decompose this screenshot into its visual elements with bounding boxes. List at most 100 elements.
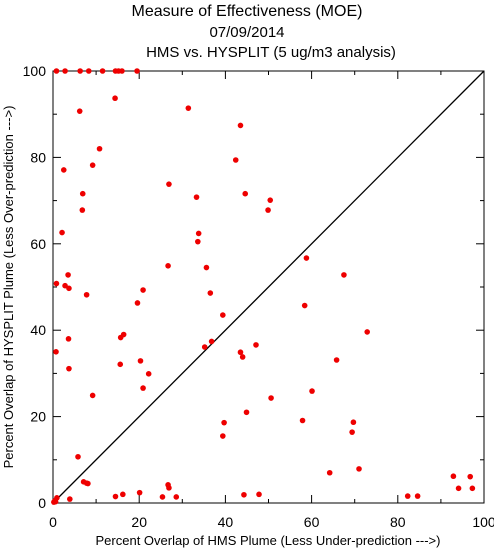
- x-tick-label: 60: [304, 514, 320, 530]
- data-point: [136, 489, 143, 496]
- data-point: [119, 68, 125, 74]
- y-tick-label: 100: [23, 63, 47, 79]
- data-point: [239, 354, 246, 360]
- data-point: [349, 429, 355, 435]
- data-point: [134, 68, 140, 74]
- data-point: [341, 272, 347, 278]
- data-point: [96, 145, 103, 152]
- data-point: [469, 485, 476, 492]
- data-point: [195, 230, 202, 237]
- data-point: [267, 197, 274, 203]
- axis-ticks: [52, 70, 485, 504]
- data-point: [79, 190, 86, 197]
- data-point: [301, 302, 308, 309]
- data-point: [242, 190, 249, 197]
- data-point: [333, 357, 340, 363]
- data-point: [193, 194, 200, 200]
- y-tick-label: 40: [30, 322, 46, 338]
- x-tick-label: 100: [472, 514, 494, 530]
- data-point: [99, 68, 106, 74]
- data-point: [52, 498, 59, 505]
- data-point: [53, 349, 59, 355]
- y-tick-label: 60: [30, 236, 46, 252]
- data-point: [67, 496, 73, 502]
- data-point: [53, 68, 60, 74]
- data-point: [299, 417, 306, 424]
- data-point: [65, 336, 72, 342]
- data-point: [166, 181, 172, 187]
- chart-subtitle: HMS vs. HYSPLIT (5 ug/m3 analysis): [146, 44, 396, 61]
- y-tick-label: 20: [30, 409, 46, 425]
- data-point: [83, 291, 90, 298]
- data-point: [112, 95, 118, 102]
- data-point: [243, 409, 250, 416]
- data-point: [85, 480, 91, 487]
- data-point: [140, 287, 146, 293]
- data-point: [75, 453, 81, 460]
- data-point: [112, 493, 119, 500]
- data-points: [51, 68, 476, 505]
- data-point: [237, 349, 244, 356]
- y-axis-label: Percent Overlap of HYSPLIT Plume (Less O…: [1, 106, 16, 469]
- y-tick-label: 0: [38, 495, 46, 511]
- data-point: [185, 105, 192, 111]
- data-point: [265, 207, 271, 213]
- x-tick-label: 80: [390, 514, 406, 530]
- data-point: [350, 419, 357, 426]
- data-point: [53, 280, 60, 287]
- data-point: [450, 473, 457, 480]
- data-point: [268, 395, 274, 401]
- data-point: [201, 344, 208, 350]
- data-point: [356, 466, 362, 472]
- data-point: [79, 207, 86, 213]
- data-point: [66, 365, 72, 372]
- data-point: [140, 385, 146, 391]
- data-point: [117, 361, 124, 368]
- data-point: [165, 263, 171, 269]
- data-point: [232, 157, 239, 163]
- data-point: [221, 419, 227, 426]
- data-point: [364, 329, 370, 335]
- data-point: [60, 167, 67, 173]
- data-point: [220, 433, 226, 439]
- data-point: [134, 300, 141, 306]
- data-point: [89, 392, 96, 399]
- data-point: [414, 493, 421, 499]
- data-point: [195, 238, 201, 245]
- data-point: [220, 312, 226, 318]
- data-point: [117, 334, 124, 341]
- data-point: [326, 469, 333, 476]
- data-point: [59, 229, 65, 236]
- data-point: [173, 494, 180, 500]
- data-point: [253, 342, 259, 348]
- data-point: [62, 68, 68, 74]
- data-point: [166, 485, 172, 491]
- y-tick-labels: 0 20 40 60 80 100: [23, 63, 47, 511]
- y-tick-label: 80: [30, 149, 46, 165]
- data-point: [137, 358, 144, 364]
- data-point: [203, 264, 210, 271]
- data-point: [309, 388, 315, 394]
- data-point: [120, 491, 126, 498]
- data-point: [241, 491, 247, 498]
- data-point: [207, 290, 214, 296]
- one-to-one-line: [52, 70, 485, 504]
- data-point: [89, 162, 96, 168]
- data-point: [77, 68, 83, 74]
- x-tick-label: 20: [131, 514, 147, 530]
- data-point: [145, 371, 152, 377]
- data-point: [76, 108, 83, 114]
- x-tick-label: 40: [218, 514, 234, 530]
- x-axis-label: Percent Overlap of HMS Plume (Less Under…: [96, 533, 441, 548]
- chart-title: Measure of Effectiveness (MOE): [132, 3, 363, 20]
- x-tick-label: 0: [49, 514, 57, 530]
- data-point: [85, 68, 92, 74]
- chart-date: 07/09/2014: [209, 24, 284, 41]
- data-point: [404, 493, 411, 499]
- data-point: [455, 485, 462, 492]
- data-point: [237, 122, 244, 129]
- data-point: [303, 255, 310, 261]
- x-tick-labels: 0 20 40 60 80 100: [49, 514, 494, 530]
- data-point: [467, 473, 474, 480]
